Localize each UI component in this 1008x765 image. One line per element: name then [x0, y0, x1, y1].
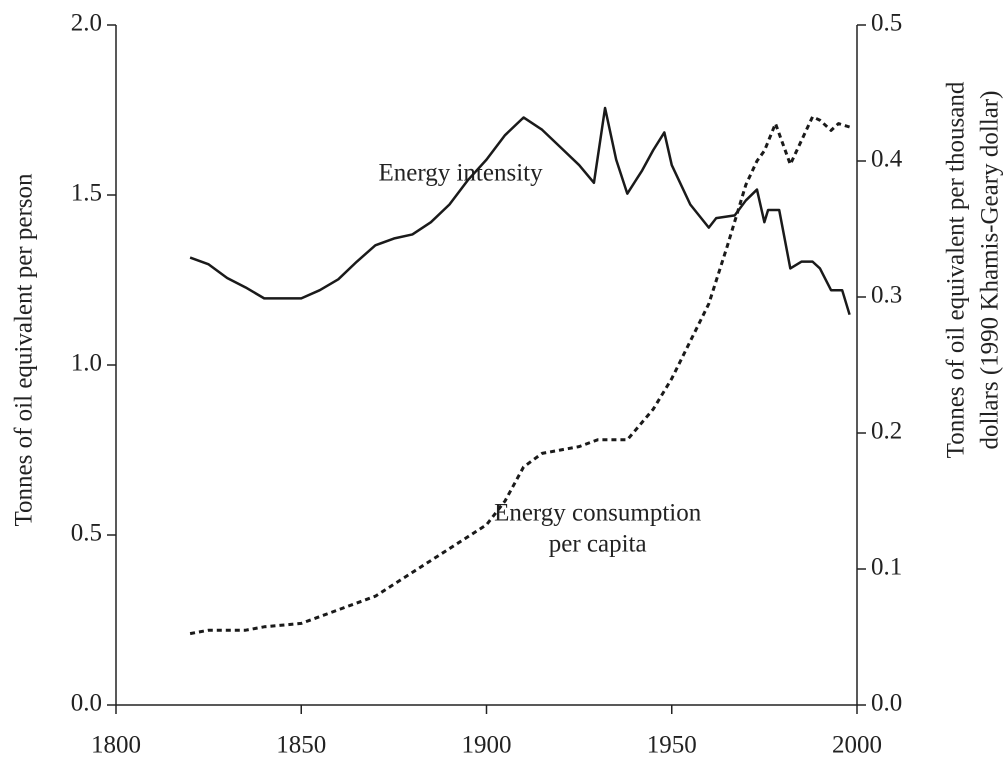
series-line — [189, 106, 851, 316]
y-tick-label: 0.5 — [71, 520, 102, 547]
y2-tick-label: 0.1 — [871, 554, 902, 581]
series-line — [189, 115, 851, 636]
x-tick-label: 1900 — [462, 732, 512, 759]
y2-axis-label: Tonnes of oil equivalent per thousand — [943, 81, 970, 458]
x-tick-label: 1950 — [647, 732, 697, 759]
annotation: Energy consumption — [494, 499, 702, 526]
y2-tick-label: 0.4 — [871, 146, 903, 173]
x-tick-label: 2000 — [832, 732, 882, 759]
annotation: per capita — [549, 530, 647, 557]
y2-axis-label: dollars (1990 Khamis-Geary dollar) — [977, 91, 1004, 450]
annotation: Energy intensity — [379, 159, 544, 186]
y-tick-label: 1.0 — [71, 350, 102, 377]
y-tick-label: 2.0 — [71, 10, 102, 37]
y2-tick-label: 0.5 — [871, 10, 902, 37]
x-tick-label: 1850 — [276, 732, 326, 759]
y2-tick-label: 0.2 — [871, 418, 902, 445]
y-axis-label: Tonnes of oil equivalent per person — [11, 173, 38, 527]
y-tick-label: 0.0 — [71, 690, 102, 717]
y2-tick-label: 0.0 — [871, 690, 902, 717]
y-tick-label: 1.5 — [71, 180, 102, 207]
x-tick-label: 1800 — [91, 732, 141, 759]
y2-tick-label: 0.3 — [871, 282, 902, 309]
